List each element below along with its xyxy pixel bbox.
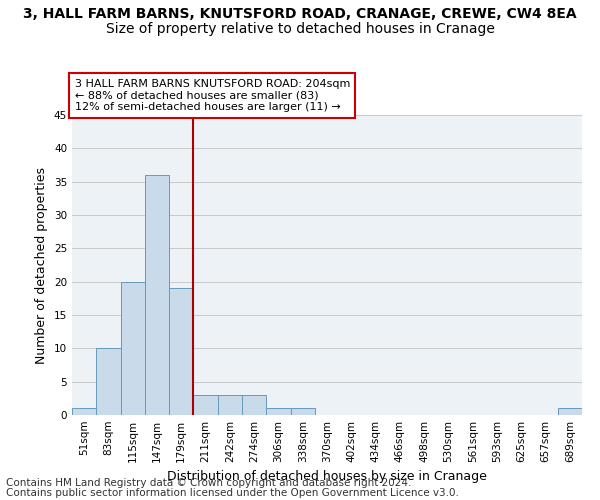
Bar — [218, 395, 242, 415]
Bar — [169, 288, 193, 415]
Y-axis label: Number of detached properties: Number of detached properties — [35, 166, 49, 364]
Bar — [290, 408, 315, 415]
X-axis label: Distribution of detached houses by size in Cranage: Distribution of detached houses by size … — [167, 470, 487, 484]
Text: Contains public sector information licensed under the Open Government Licence v3: Contains public sector information licen… — [6, 488, 459, 498]
Bar — [96, 348, 121, 415]
Text: Size of property relative to detached houses in Cranage: Size of property relative to detached ho… — [106, 22, 494, 36]
Bar — [558, 408, 582, 415]
Text: 3 HALL FARM BARNS KNUTSFORD ROAD: 204sqm
← 88% of detached houses are smaller (8: 3 HALL FARM BARNS KNUTSFORD ROAD: 204sqm… — [74, 79, 350, 112]
Text: 3, HALL FARM BARNS, KNUTSFORD ROAD, CRANAGE, CREWE, CW4 8EA: 3, HALL FARM BARNS, KNUTSFORD ROAD, CRAN… — [23, 8, 577, 22]
Bar — [145, 175, 169, 415]
Text: Contains HM Land Registry data © Crown copyright and database right 2024.: Contains HM Land Registry data © Crown c… — [6, 478, 412, 488]
Bar — [72, 408, 96, 415]
Bar — [266, 408, 290, 415]
Bar — [121, 282, 145, 415]
Bar — [242, 395, 266, 415]
Bar — [193, 395, 218, 415]
